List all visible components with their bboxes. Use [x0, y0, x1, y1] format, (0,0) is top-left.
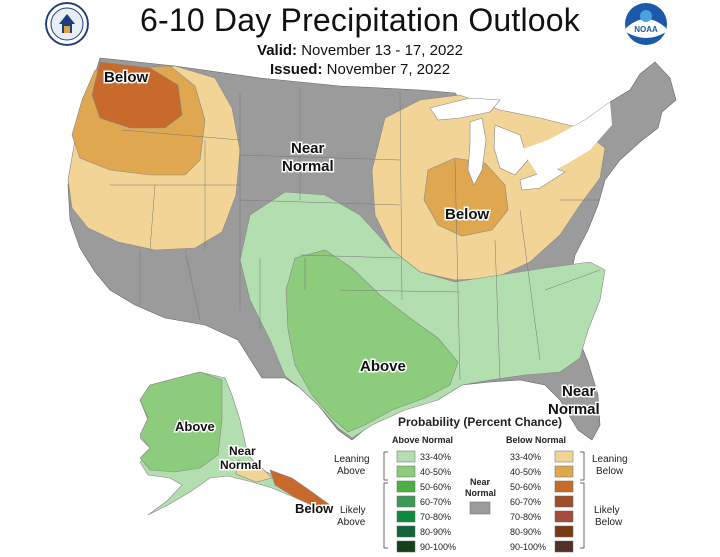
label-alaska-near-1: Near [229, 444, 256, 458]
legend-above-header: Above Normal [392, 435, 453, 445]
legend-likely-below-1: Likely [594, 505, 620, 516]
legend-below-bin-label: 33-40% [510, 452, 541, 462]
alaska-near-normal-strip [235, 459, 273, 483]
legend-above-bin-label: 90-100% [420, 542, 456, 552]
legend-near-normal-swatch [469, 501, 491, 515]
legend-above-bin-swatch [396, 525, 416, 538]
legend-above-bin-swatch [396, 480, 416, 493]
ontario-canada [505, 102, 612, 178]
legend-below-bin-label: 60-70% [510, 497, 541, 507]
page-title: 6-10 Day Precipitation Outlook [140, 2, 580, 38]
noaa-logo-icon: NOAA [625, 3, 667, 45]
state-boundaries [110, 88, 601, 381]
legend-likely-below-2: Below [595, 517, 623, 528]
legend-bracket-left-bottom [383, 482, 388, 549]
legend-bracket-right-bottom [580, 482, 585, 549]
valid-value: November 13 - 17, 2022 [301, 42, 463, 59]
label-florida-near-2: Normal [548, 401, 600, 418]
lake-michigan [467, 117, 487, 186]
legend-below-bin-label: 50-60% [510, 482, 541, 492]
label-alaska-below: Below [295, 501, 334, 516]
legend-bracket-left-top [383, 451, 388, 481]
legend-likely-above-1: Likely [340, 505, 366, 516]
legend-above-bin-swatch [396, 450, 416, 463]
lake-huron [493, 124, 529, 176]
label-south-above: Above [360, 358, 406, 375]
label-pnw-below: Below [104, 69, 149, 86]
label-florida-near-1: Near [562, 383, 596, 400]
legend-below-bin-swatch [554, 450, 574, 463]
legend-below-bin-label: 80-90% [510, 527, 541, 537]
legend-leaning-below-1: Leaning [592, 454, 628, 465]
legend-title: Probability (Percent Chance) [398, 415, 562, 429]
legend-below-bin-label: 90-100% [510, 542, 546, 552]
legend-below-bin-swatch [554, 495, 574, 508]
legend-bracket-right-top [580, 451, 585, 481]
label-midwest-below: Below [445, 206, 490, 223]
legend: Probability (Percent Chance) Above Norma… [334, 415, 628, 553]
legend-above-bin-swatch [396, 510, 416, 523]
alaska-panhandle-below [269, 469, 331, 509]
legend-above-bin-label: 80-90% [420, 527, 451, 537]
noaa-logo-text: NOAA [634, 25, 658, 34]
valid-label: Valid: [257, 42, 298, 59]
legend-below-bin-label: 70-80% [510, 512, 541, 522]
label-alaska-near-2: Normal [220, 458, 261, 472]
valid-dates: Valid: November 13 - 17, 2022 [0, 42, 720, 59]
legend-below-bin-label: 40-50% [510, 467, 541, 477]
pnw-below-50-60 [91, 61, 183, 129]
legend-near-normal-2: Normal [465, 488, 496, 498]
legend-below-bin-swatch [554, 465, 574, 478]
legend-below-bin-swatch [554, 540, 574, 553]
lake-superior [429, 97, 501, 121]
alaska-above-40-50 [139, 371, 223, 473]
legend-above-bin-swatch [396, 465, 416, 478]
label-near-normal-2: Normal [282, 158, 334, 175]
legend-likely-above-2: Above [337, 517, 366, 528]
legend-leaning-above-2: Above [337, 466, 366, 477]
legend-above-bin-label: 70-80% [420, 512, 451, 522]
legend-below-bin-swatch [554, 525, 574, 538]
issued-value: November 7, 2022 [326, 61, 451, 78]
label-near-normal-1: Near [291, 140, 325, 157]
issued-date: Issued: November 7, 2022 [0, 61, 720, 78]
legend-below-bin-swatch [554, 480, 574, 493]
legend-below-bin-swatch [554, 510, 574, 523]
legend-near-normal-1: Near [470, 477, 491, 487]
issued-label: Issued: [269, 61, 323, 78]
legend-above-bin-label: 40-50% [420, 467, 451, 477]
doc-seal-icon [45, 2, 89, 46]
legend-below-header: Below Normal [506, 435, 566, 445]
legend-above-bin-swatch [396, 540, 416, 553]
legend-leaning-below-2: Below [596, 466, 624, 477]
legend-above-bin-label: 33-40% [420, 452, 451, 462]
legend-above-bin-label: 60-70% [420, 497, 451, 507]
legend-above-bin-swatch [396, 495, 416, 508]
label-alaska-above: Above [175, 419, 215, 434]
legend-above-bin-label: 50-60% [420, 482, 451, 492]
legend-leaning-above-1: Leaning [334, 454, 370, 465]
